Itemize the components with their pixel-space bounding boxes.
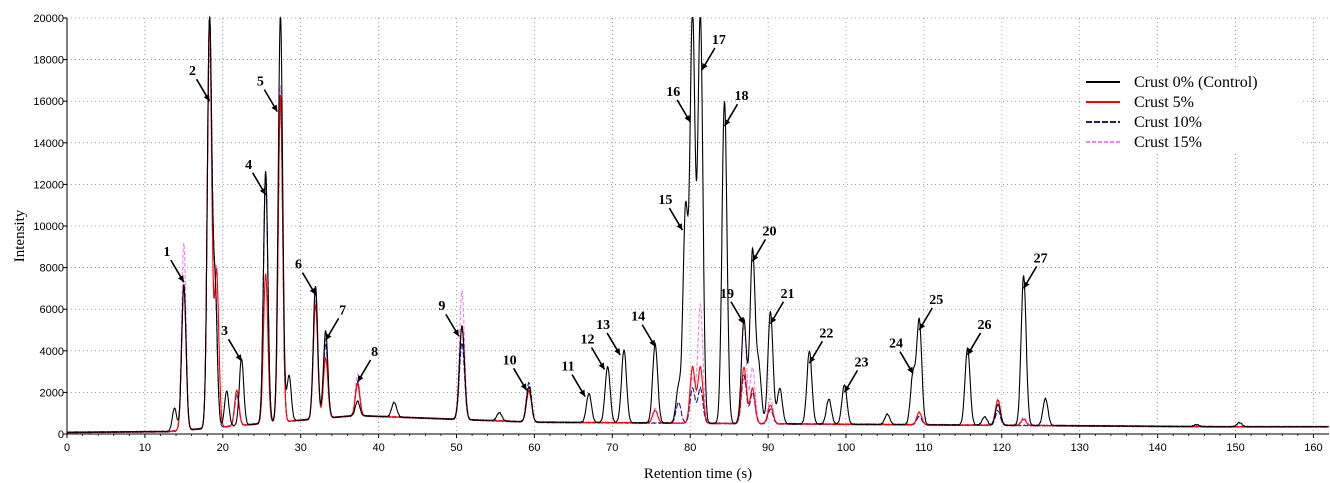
x-tick-label: 90: [762, 442, 774, 454]
x-tick-label: 0: [64, 442, 70, 454]
y-axis: 0 2000 4000 6000 8000 10000 12000 14000 16000 180…: [33, 13, 67, 441]
x-tick-label: 30: [295, 442, 307, 454]
peak-label: 23: [854, 355, 868, 370]
annotation-arrowhead: [614, 348, 621, 355]
annotation-arrowhead: [520, 383, 527, 391]
annotation-arrowhead: [598, 362, 605, 370]
x-tick-label: 50: [450, 442, 462, 454]
annotation-arrowhead: [579, 389, 586, 397]
annotation-arrowhead: [649, 339, 656, 347]
peak-label: 14: [631, 310, 645, 325]
x-tick-label: 80: [684, 442, 696, 454]
annotation-arrowhead: [271, 104, 278, 112]
peak-label: 4: [245, 158, 252, 173]
peak-label: 27: [1034, 251, 1048, 266]
series-line: [66, 16, 1329, 434]
y-tick-label: 0: [58, 429, 64, 441]
y-tick-label: 20000: [33, 13, 64, 25]
x-tick-label: 60: [528, 442, 540, 454]
peak-label: 9: [438, 299, 445, 314]
peak-label: 21: [780, 287, 794, 302]
annotation-arrowhead: [1023, 281, 1030, 289]
annotation-arrowhead: [724, 119, 731, 127]
peak-label: 5: [257, 75, 264, 90]
y-tick-label: 2000: [40, 387, 64, 399]
y-tick-label: 16000: [33, 96, 64, 108]
x-tick-label: 40: [372, 442, 384, 454]
peak-label: 1: [163, 245, 170, 260]
x-tick-label: 20: [217, 442, 229, 454]
peak-label: 16: [666, 85, 680, 100]
annotation-arrowhead: [738, 316, 744, 324]
peak-label: 6: [295, 258, 302, 273]
peak-label: 24: [889, 337, 903, 352]
y-axis-title: Intensity: [12, 209, 28, 262]
x-tick-label: 70: [606, 442, 618, 454]
x-axis: 0 10 20 30 40 50 60 70 80 90 100 110 120 130 140 150 160: [64, 434, 1323, 454]
x-axis-title: Retention time (s): [644, 466, 752, 482]
annotation-arrowhead: [235, 354, 242, 362]
x-tick-label: 140: [1148, 442, 1166, 454]
peak-label: 10: [503, 353, 517, 368]
annotation-arrowhead: [919, 323, 926, 330]
peak-label: 8: [371, 345, 378, 360]
x-tick-label: 130: [1071, 442, 1089, 454]
y-tick-label: 12000: [33, 179, 64, 191]
peak-label: 13: [596, 318, 610, 333]
x-tick-label: 100: [837, 442, 855, 454]
peak-label: 22: [819, 326, 833, 341]
x-tick-label: 120: [993, 442, 1011, 454]
peak-label: 15: [658, 193, 672, 208]
legend-entry: Crust 15%: [1134, 134, 1202, 151]
annotation-arrowhead: [357, 375, 364, 382]
peak-label: 26: [978, 318, 992, 333]
annotation-arrowhead: [684, 115, 691, 122]
x-tick-label: 110: [915, 442, 933, 454]
annotation-arrowhead: [844, 385, 851, 393]
peak-label: 3: [221, 324, 228, 339]
legend-entry: Crust 5%: [1134, 94, 1194, 111]
x-tick-label: 160: [1304, 442, 1322, 454]
annotation-arrowhead: [770, 316, 777, 324]
annotation-arrowhead: [309, 287, 316, 295]
annotation-arrowhead: [453, 329, 459, 337]
peak-label: 19: [720, 287, 734, 302]
annotation-arrowhead: [178, 275, 184, 283]
y-tick-label: 4000: [40, 346, 64, 358]
peak-label: 20: [763, 224, 777, 239]
peak-label: 18: [734, 89, 748, 104]
y-tick-label: 6000: [40, 304, 64, 316]
x-tick-label: 10: [139, 442, 151, 454]
peak-label: 2: [189, 64, 196, 79]
annotation-arrowhead: [259, 187, 266, 195]
legend: Crust 0% (Control) Crust 5% Crust 10% Crust…: [1080, 68, 1300, 154]
peak-label: 11: [561, 360, 574, 375]
peak-label: 7: [339, 303, 346, 318]
grid: [67, 17, 1329, 434]
peak-label: 12: [581, 333, 595, 348]
annotation-arrowhead: [907, 366, 914, 374]
annotation-arrowhead: [203, 94, 210, 102]
annotation-arrowhead: [752, 254, 759, 262]
peak-label: 25: [929, 293, 943, 308]
annotation-arrowhead: [676, 223, 683, 231]
y-tick-label: 8000: [40, 263, 64, 275]
annotation-arrowhead: [701, 63, 708, 70]
y-tick-label: 18000: [33, 55, 64, 67]
legend-entry: Crust 0% (Control): [1134, 74, 1258, 91]
y-tick-label: 10000: [33, 221, 64, 233]
annotation-arrowhead: [325, 333, 332, 341]
y-tick-label: 14000: [33, 138, 64, 150]
peak-label: 17: [712, 33, 726, 48]
x-tick-label: 150: [1226, 442, 1244, 454]
annotation-arrowhead: [809, 356, 816, 364]
legend-entry: Crust 10%: [1134, 114, 1202, 131]
annotation-arrowhead: [967, 348, 974, 355]
series-group: [66, 15, 1330, 434]
